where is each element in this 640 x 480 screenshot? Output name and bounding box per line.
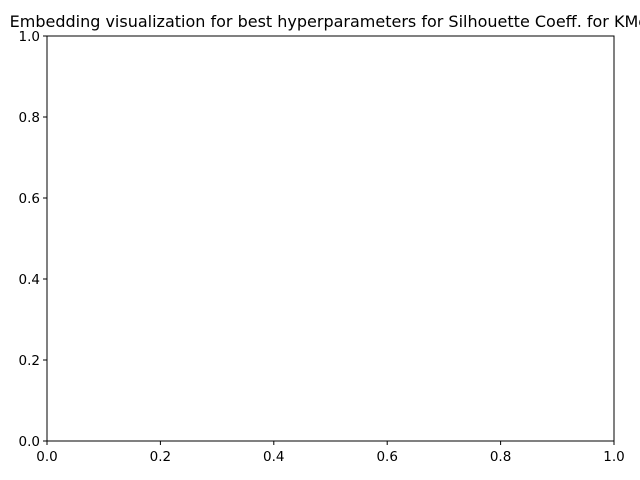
y-axis: 0.0 0.2 0.4 0.6 0.8 1.0 bbox=[19, 29, 47, 450]
x-tick-label: 0.4 bbox=[263, 449, 284, 465]
x-axis: 0.0 0.2 0.4 0.6 0.8 1.0 bbox=[36, 441, 625, 465]
y-tick-label: 0.8 bbox=[19, 110, 40, 126]
y-tick-label: 0.4 bbox=[19, 272, 40, 288]
x-tick-label: 0.2 bbox=[150, 449, 171, 465]
y-tick-label: 0.2 bbox=[19, 353, 40, 369]
chart-title: Embedding visualization for best hyperpa… bbox=[10, 12, 640, 31]
y-tick-label: 0.6 bbox=[19, 191, 40, 207]
x-tick-label: 1.0 bbox=[603, 449, 624, 465]
x-tick-label: 0.6 bbox=[376, 449, 397, 465]
plot-area bbox=[46, 35, 615, 442]
y-tick-label: 0.0 bbox=[19, 434, 40, 450]
y-tick-label: 1.0 bbox=[19, 29, 40, 45]
x-tick-label: 0.8 bbox=[490, 449, 511, 465]
x-tick-label: 0.0 bbox=[36, 449, 57, 465]
